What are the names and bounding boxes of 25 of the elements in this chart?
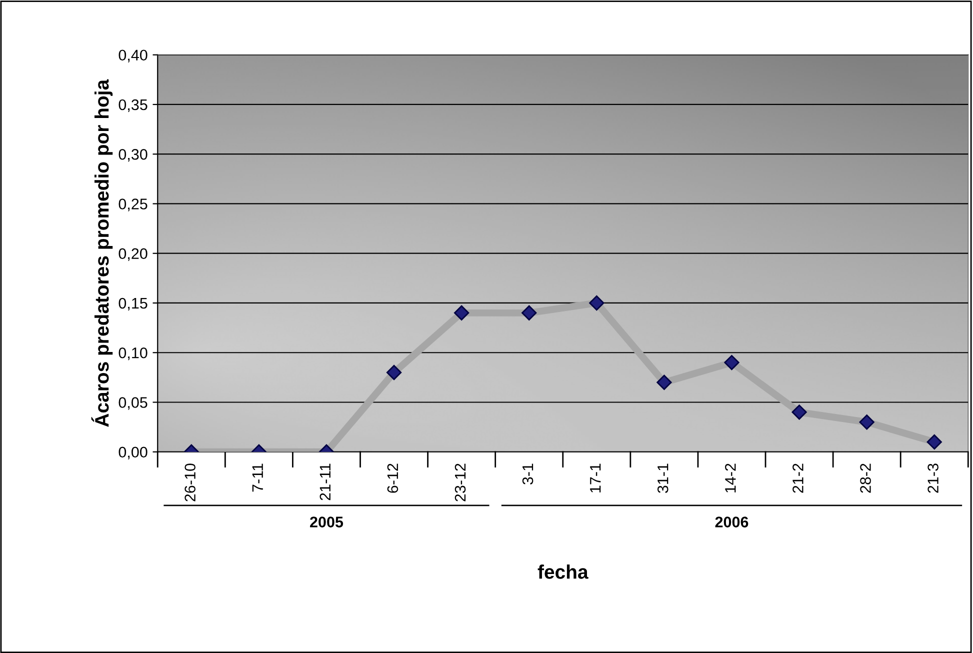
y-tick-label: 0,25 [118, 198, 148, 212]
x-tick-label: 14-2 [725, 464, 736, 492]
y-tick-label: 0,35 [118, 99, 148, 112]
x-tick-label: 21-11 [320, 464, 330, 500]
x-tick-label: 3-1 [522, 464, 534, 484]
x-tick-label: 31-1 [657, 464, 668, 493]
x-tick-label: 21-3 [928, 464, 938, 493]
x-tick-label: 23-12 [454, 464, 466, 502]
y-tick-label: 0,05 [118, 397, 148, 410]
y-tick-label: 0,00 [118, 446, 148, 460]
y-tick-label: 0,20 [118, 248, 148, 261]
text: 2006 [715, 516, 748, 528]
x-tick-label: 26-10 [184, 464, 196, 502]
y-tick-label: 0,40 [118, 50, 148, 62]
x-tick-label: 28-2 [860, 464, 871, 493]
x-axis-title: fecha [538, 564, 588, 579]
y-tick-label: 0,30 [118, 148, 148, 162]
y-tick-label: 0,10 [118, 347, 148, 360]
y-tick-label: 0,15 [118, 298, 148, 310]
text: 2005 [310, 516, 344, 528]
x-tick-label: 6-12 [387, 464, 398, 493]
x-tick-label: 21-2 [792, 464, 804, 493]
x-tick-label: 17-1 [590, 464, 601, 492]
x-tick-label: 7-11 [252, 464, 263, 492]
y-axis-title: Ácaros predatores promedio por hoja [91, 79, 113, 427]
